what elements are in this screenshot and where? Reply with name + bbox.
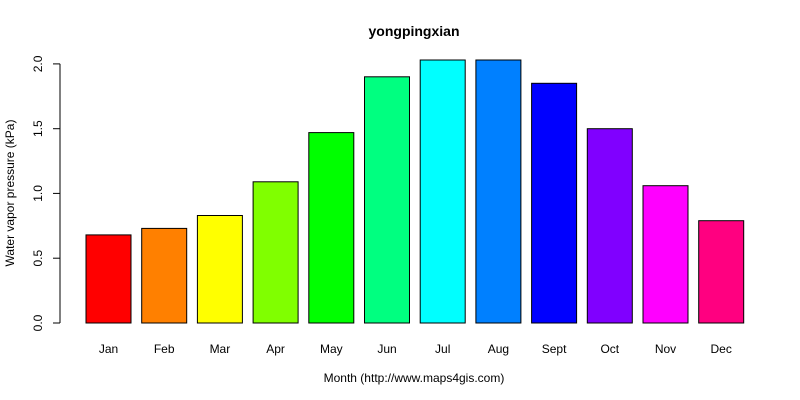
y-tick-label: 1.5 (31, 120, 45, 137)
x-tick-label-jun: Jun (377, 342, 396, 356)
bar-may (308, 132, 355, 324)
bars-group (85, 59, 745, 324)
y-tick-label: 0.5 (31, 250, 45, 267)
x-tick-label-apr: Apr (266, 342, 285, 356)
x-tick-label-jul: Jul (435, 342, 450, 356)
bar-jun (364, 76, 410, 324)
bar-apr (252, 181, 299, 324)
bar-oct (586, 128, 633, 324)
x-tick-label-may: May (320, 342, 343, 356)
x-tick-label-mar: Mar (210, 342, 231, 356)
x-axis-label: Month (http://www.maps4gis.com) (324, 371, 505, 385)
y-axis-label: Water vapor pressure (kPa) (3, 120, 17, 267)
x-tick-label-feb: Feb (154, 342, 175, 356)
x-tick-label-dec: Dec (711, 342, 732, 356)
x-tick-label-jan: Jan (99, 342, 118, 356)
bar-aug (475, 59, 522, 324)
y-tick-label: 0.0 (31, 314, 45, 331)
bar-mar (196, 215, 243, 324)
bar-nov (642, 185, 689, 324)
bar-feb (141, 227, 188, 324)
x-tick-labels: Jan Feb Mar Apr May Jun Jul Aug Sept Oct Nov Dec (99, 342, 732, 356)
bar-dec (698, 220, 745, 324)
y-axis: 0.0 0.5 1.0 1.5 2.0 (31, 55, 61, 331)
x-tick-label-aug: Aug (488, 342, 509, 356)
x-tick-label-sept: Sept (542, 342, 567, 356)
bar-jul (419, 59, 466, 324)
bar-jan (85, 234, 132, 324)
chart-title: yongpingxian (369, 23, 460, 39)
y-tick-label: 2.0 (31, 55, 45, 72)
x-tick-label-nov: Nov (655, 342, 676, 356)
x-tick-label-oct: Oct (600, 342, 619, 356)
y-tick-label: 1.0 (31, 185, 45, 202)
bar-sept (531, 82, 578, 324)
